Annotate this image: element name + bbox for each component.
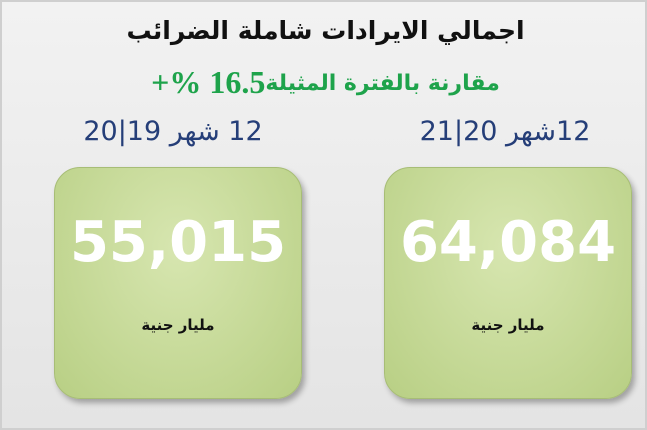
card: 55,015 مليار جنية: [54, 167, 302, 399]
unit: مليار جنية: [141, 316, 215, 334]
title: اجمالي الايرادات شاملة الضرائب: [126, 16, 525, 45]
period: 12 شهر 19|20: [83, 116, 263, 147]
value: 55,015: [69, 210, 287, 275]
value: 64,084: [399, 210, 617, 275]
change: +% 16.5: [151, 64, 266, 100]
comparison: +% 16.5 مقارنة بالفترة المثيلة: [2, 62, 647, 106]
comparison-text: مقارنة بالفترة المثيلة: [265, 71, 500, 96]
period: 12شهر 20|21: [419, 116, 591, 147]
card: 64,084 مليار جنية: [384, 167, 632, 399]
unit: مليار جنية: [471, 316, 545, 334]
